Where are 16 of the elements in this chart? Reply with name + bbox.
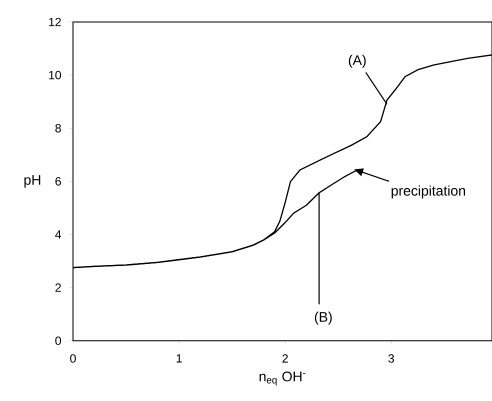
y-tick-label: 8 [55,124,61,132]
y-tick-label: 4 [55,230,62,239]
x-tick-label: 3 [388,354,394,363]
x-tick-label: 1 [176,354,182,362]
x-axis-title: n$_{eq}$ OH$^{-}$ [260,372,306,386]
y-axis-title: pH [24,175,40,188]
y-tick-label: 12 [49,18,61,26]
annotation: precipitation [392,185,466,198]
x-tick-label: 2 [282,354,288,363]
y-tick-label: 10 [49,70,62,80]
x-tick-label: 0 [70,354,76,363]
annotation: (B) [314,312,332,325]
y-tick-label: 6 [55,177,61,186]
y-tick-label: 0 [55,336,62,345]
y-tick-label: 2 [55,283,61,292]
annotation: (A) [348,54,366,68]
